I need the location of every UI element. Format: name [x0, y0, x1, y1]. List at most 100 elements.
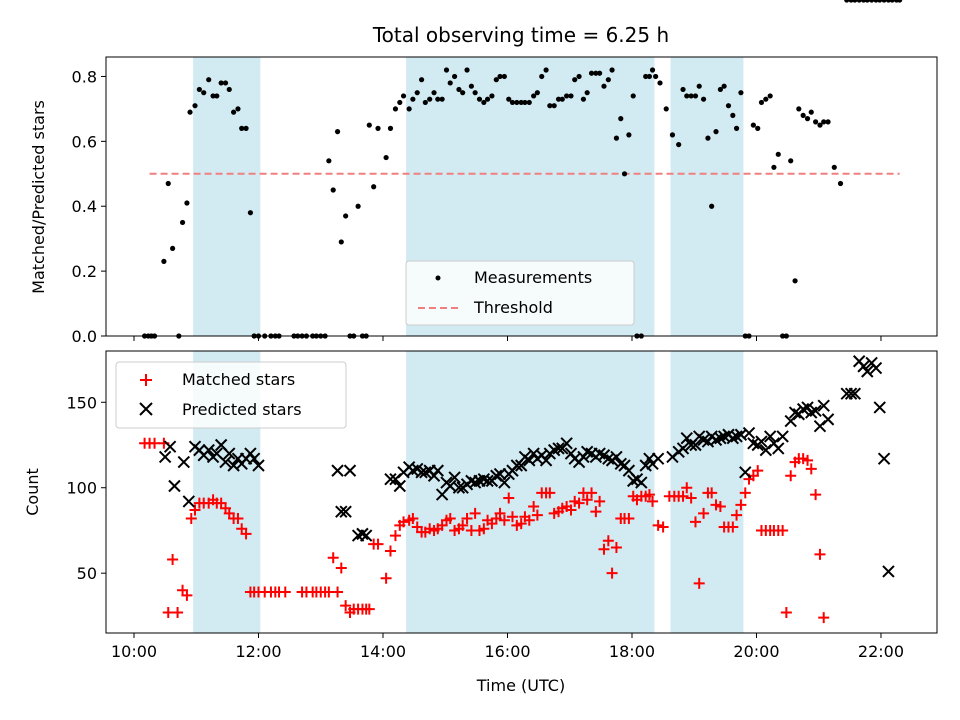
measurement-point [192, 103, 198, 109]
matched-star-point [590, 506, 602, 518]
measurement-point [696, 83, 702, 89]
measurement-point [387, 125, 394, 131]
measurement-point [877, 0, 883, 3]
measurement-point [484, 96, 491, 102]
measurement-point [235, 106, 241, 112]
matched-star-point [523, 514, 535, 526]
predicted-star-point [331, 464, 344, 477]
matched-star-point [685, 492, 697, 504]
matched-star-point [503, 492, 515, 504]
legend-predicted-label: Predicted stars [182, 400, 302, 419]
matched-star-point [689, 516, 701, 528]
predicted-star-point [861, 365, 874, 378]
measurement-point [881, 0, 887, 3]
measurement-point [443, 67, 450, 73]
top-y-tick-label: 0.0 [72, 327, 97, 346]
measurement-point [630, 93, 636, 99]
measurement-point [414, 90, 420, 96]
measurement-point [179, 219, 186, 226]
predicted-star-point [755, 435, 768, 448]
measurement-point [464, 67, 470, 73]
measurement-point [326, 158, 332, 164]
matched-star-point [340, 600, 352, 612]
predicted-star-point [452, 481, 466, 494]
predicted-star-point [219, 455, 232, 469]
measurement-point [580, 96, 587, 102]
matched-star-point [181, 589, 193, 601]
measurement-point [243, 125, 249, 131]
predicted-star-point [676, 442, 690, 455]
measurement-point [431, 90, 437, 96]
predicted-star-point [158, 450, 172, 464]
matched-star-point [752, 465, 764, 477]
measurement-point [813, 119, 819, 125]
matched-star-point [802, 454, 814, 466]
matched-star-point [494, 507, 506, 519]
measurement-point [239, 125, 245, 131]
measurement-point [856, 0, 862, 3]
predicted-star-point [742, 426, 756, 440]
measurement-point [792, 278, 798, 284]
measurement-point [649, 67, 656, 73]
legend-threshold-label: Threshold [473, 298, 553, 317]
top-panel: 0.00.20.40.60.8 Matched/Predicted stars … [29, 0, 938, 346]
measurement-point [338, 239, 344, 245]
chart-title: Total observing time = 6.25 h [372, 23, 669, 47]
measurement-point [472, 90, 478, 96]
bottom-y-tick-label: 150 [66, 393, 97, 412]
measurement-point [468, 83, 474, 89]
predicted-star-point [739, 466, 752, 479]
measurement-point [763, 96, 769, 102]
x-tick-label: 10:00 [111, 642, 157, 661]
predicted-star-point [514, 459, 528, 472]
predicted-star-point [882, 565, 895, 578]
matched-star-point [363, 603, 375, 615]
measurement-point [518, 99, 524, 106]
measurement-point [680, 86, 686, 93]
measurement-point [692, 93, 699, 99]
predicted-star-point [844, 387, 858, 400]
matched-star-point [610, 542, 622, 554]
measurement-point [609, 67, 615, 73]
measurement-point [489, 93, 495, 99]
measurement-point [825, 119, 831, 125]
measurement-point [750, 122, 756, 128]
measurement-point [218, 80, 224, 86]
measurement-point [755, 125, 761, 131]
measurement-point [397, 99, 403, 106]
measurement-point [559, 96, 565, 102]
measurement-point [700, 96, 707, 102]
measurement-point [226, 86, 232, 93]
measurement-point [366, 122, 372, 128]
legend-measurements-label: Measurements [474, 268, 592, 287]
measurement-point [733, 125, 740, 131]
measurement-point [371, 184, 377, 190]
bottom-shaded-interval-1 [406, 351, 655, 633]
measurement-point [889, 0, 895, 3]
measurement-point [460, 90, 466, 96]
top-legend: Measurements Threshold [405, 260, 635, 326]
measurement-point [721, 83, 727, 89]
matched-star-point [818, 612, 830, 624]
predicted-star-point [177, 455, 191, 469]
measurement-point [526, 99, 532, 106]
top-plot-frame [105, 56, 938, 337]
measurement-point [410, 96, 416, 102]
measurement-point [165, 180, 171, 187]
matched-star-point [602, 535, 614, 547]
measurement-point [618, 116, 624, 122]
measurement-point [539, 73, 545, 80]
matched-star-point [698, 507, 710, 519]
predicted-star-point [163, 440, 177, 453]
x-tick-label: 18:00 [609, 642, 655, 661]
measurement-point [821, 119, 827, 125]
matched-star-point [677, 490, 689, 502]
predicted-star-point [560, 437, 573, 450]
measurement-point [643, 73, 649, 80]
measurement-point [476, 96, 483, 102]
predicted-star-point [182, 495, 195, 508]
measurement-point [837, 180, 844, 187]
measurement-point [170, 245, 176, 252]
matched-star-point [643, 489, 655, 501]
matched-star-point [498, 514, 510, 526]
